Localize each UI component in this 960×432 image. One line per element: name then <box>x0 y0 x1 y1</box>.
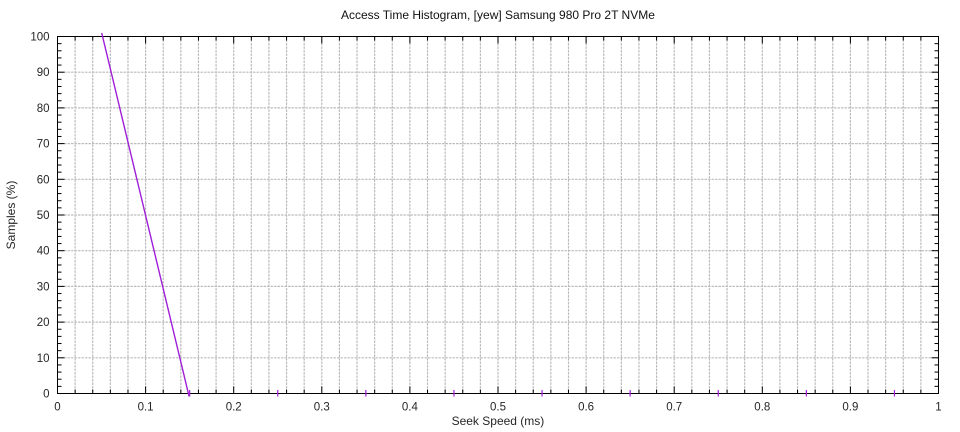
svg-text:20: 20 <box>37 317 50 329</box>
svg-text:100: 100 <box>30 32 49 44</box>
svg-text:10: 10 <box>37 353 50 365</box>
svg-text:70: 70 <box>37 139 50 151</box>
svg-text:0.8: 0.8 <box>754 402 770 414</box>
svg-text:0.7: 0.7 <box>666 402 682 414</box>
svg-text:40: 40 <box>37 246 50 258</box>
svg-text:0.1: 0.1 <box>138 402 154 414</box>
svg-text:0.5: 0.5 <box>490 402 506 414</box>
svg-text:80: 80 <box>37 103 50 115</box>
svg-text:60: 60 <box>37 174 50 186</box>
svg-text:0: 0 <box>43 389 49 401</box>
svg-text:0.2: 0.2 <box>226 402 242 414</box>
svg-text:0.6: 0.6 <box>578 402 594 414</box>
svg-text:1: 1 <box>935 402 941 414</box>
svg-text:0.9: 0.9 <box>842 402 858 414</box>
svg-text:0.4: 0.4 <box>402 402 419 414</box>
svg-text:30: 30 <box>37 281 50 293</box>
svg-text:0.3: 0.3 <box>314 402 330 414</box>
svg-text:0: 0 <box>54 402 60 414</box>
svg-text:90: 90 <box>37 67 50 79</box>
svg-text:50: 50 <box>37 210 50 222</box>
